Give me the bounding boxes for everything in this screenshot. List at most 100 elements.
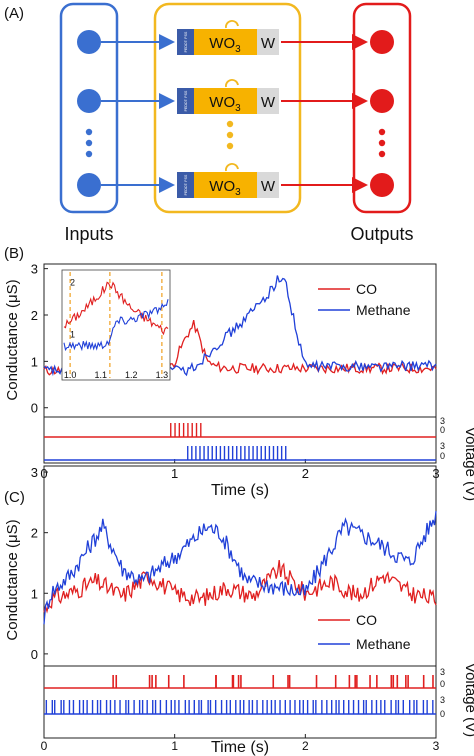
outputs-label: Outputs (350, 224, 413, 244)
w-electrode (257, 29, 279, 55)
voltage-tick-label: 3 (440, 695, 445, 705)
output-node-2 (370, 89, 394, 113)
x-tick-label: 2 (302, 739, 309, 753)
wo3-label: WO3 (209, 35, 241, 55)
output-ellipsis-dot (378, 128, 386, 136)
wo3-layer (194, 88, 257, 114)
y-tick-label: 1 (31, 586, 38, 601)
panel-b-label: (B) (4, 245, 24, 262)
panel-c-xlabel: Time (s) (211, 739, 269, 756)
y-tick-label: 3 (31, 262, 38, 277)
device-rows: PEDOT: PSS WO3 W PEDOT: PSS WO3 W PEDOT: PSS WO… (101, 20, 368, 198)
wo3-layer (194, 172, 257, 198)
wo3-label: WO3 (209, 94, 241, 114)
inset-series-co (63, 281, 169, 336)
panel-c-voltage-frame (43, 665, 437, 739)
inputs-box (59, 2, 119, 214)
input-node-2 (77, 89, 101, 113)
panel-c-ylabel: Conductance (μS) (4, 519, 21, 640)
panel-a-label: (A) (4, 5, 24, 22)
y-tick-label: 1 (31, 354, 38, 369)
feedback-loop-icon (225, 20, 239, 29)
y-tick-label: 0 (31, 647, 38, 662)
feedback-loop-icon (225, 79, 239, 88)
x-tick-label: 3 (433, 739, 440, 753)
w-electrode (257, 172, 279, 198)
w-label: W (261, 178, 276, 195)
inset-y-tick-label: 1 (70, 330, 75, 340)
input-ellipsis-dot (85, 150, 93, 158)
voltage-tick-label: 0 (440, 679, 445, 689)
inset-series-methane (63, 299, 169, 352)
y-tick-label: 0 (31, 401, 38, 416)
inset-x-tick-label: 1.0 (64, 370, 77, 380)
outputs-box (352, 2, 412, 214)
output-node-1 (370, 30, 394, 54)
device-ellipsis-dot (226, 142, 234, 150)
panel-b-pulses (44, 423, 436, 461)
voltage-tick-label: 3 (440, 416, 445, 426)
feedback-loop-icon (225, 163, 239, 172)
series-line-co (43, 560, 437, 614)
pedot-layer (177, 29, 194, 55)
legend-methane-label: Methane (356, 636, 411, 652)
legend-co-label: CO (356, 281, 377, 297)
x-tick-label: 0 (41, 739, 48, 753)
legend-methane-label: Methane (356, 302, 411, 318)
voltage-tick-label: 3 (440, 667, 445, 677)
inset-x-tick-label: 1.3 (156, 370, 169, 380)
panel-c-legend: CO Methane (318, 612, 411, 652)
inputs-label: Inputs (64, 224, 113, 244)
input-ellipsis-dot (85, 128, 93, 136)
wo3-layer (194, 29, 257, 55)
device-row: PEDOT: PSS WO3 W (101, 163, 368, 198)
device-ellipsis-dot (226, 120, 234, 128)
y-tick-label: 2 (31, 308, 38, 323)
voltage-tick-label: 3 (440, 441, 445, 451)
panel-c-axes: 0 1 2 3 0 1 2 3 3 0 3 0 (31, 465, 445, 753)
input-node-3 (77, 173, 101, 197)
input-ellipsis-dot (85, 139, 93, 147)
panel-c: (C) 0 1 2 3 0 1 2 3 3 0 3 0 CO Methane Conductance … (4, 465, 474, 756)
panel-c-voltage-label: Voltage (V) (462, 663, 474, 737)
voltage-tick-label: 0 (440, 451, 445, 461)
voltage-tick-label: 0 (440, 425, 445, 435)
pedot-label: PEDOT: PSS (184, 90, 188, 111)
pedot-label: PEDOT: PSS (184, 31, 188, 52)
legend-co-label: CO (356, 612, 377, 628)
x-tick-label: 1 (171, 466, 178, 481)
inset-x-tick-label: 1.2 (125, 370, 138, 380)
inset-y-tick-label: 2 (70, 277, 75, 287)
panel-c-pulses (44, 675, 436, 715)
panel-b-legend: CO Methane (318, 281, 411, 318)
input-node-1 (77, 30, 101, 54)
device-box (153, 2, 302, 214)
output-ellipsis-dot (378, 150, 386, 158)
panel-c-label: (C) (4, 489, 25, 506)
panel-b-voltage-frame (43, 416, 437, 464)
pedot-label: PEDOT: PSS (184, 174, 188, 195)
output-node-3 (370, 173, 394, 197)
panel-b-ylabel: Conductance (μS) (4, 279, 21, 400)
pedot-layer (177, 172, 194, 198)
series-line-methane (43, 511, 437, 625)
panel-b-inset-frame (61, 269, 171, 381)
device-ellipsis-dot (226, 131, 234, 139)
y-tick-label: 3 (31, 465, 38, 480)
y-tick-label: 2 (31, 526, 38, 541)
w-label: W (261, 94, 276, 111)
inset-x-tick-label: 1.1 (94, 370, 107, 380)
w-label: W (261, 35, 276, 52)
output-ellipsis-dot (378, 139, 386, 147)
panel-c-series (43, 511, 437, 625)
device-row: PEDOT: PSS WO3 W (101, 20, 368, 55)
wo3-label: WO3 (209, 178, 241, 198)
panel-b-xlabel: Time (s) (211, 482, 269, 499)
device-row: PEDOT: PSS WO3 W (101, 79, 368, 114)
w-electrode (257, 88, 279, 114)
voltage-tick-label: 0 (440, 709, 445, 719)
x-tick-label: 2 (302, 466, 309, 481)
